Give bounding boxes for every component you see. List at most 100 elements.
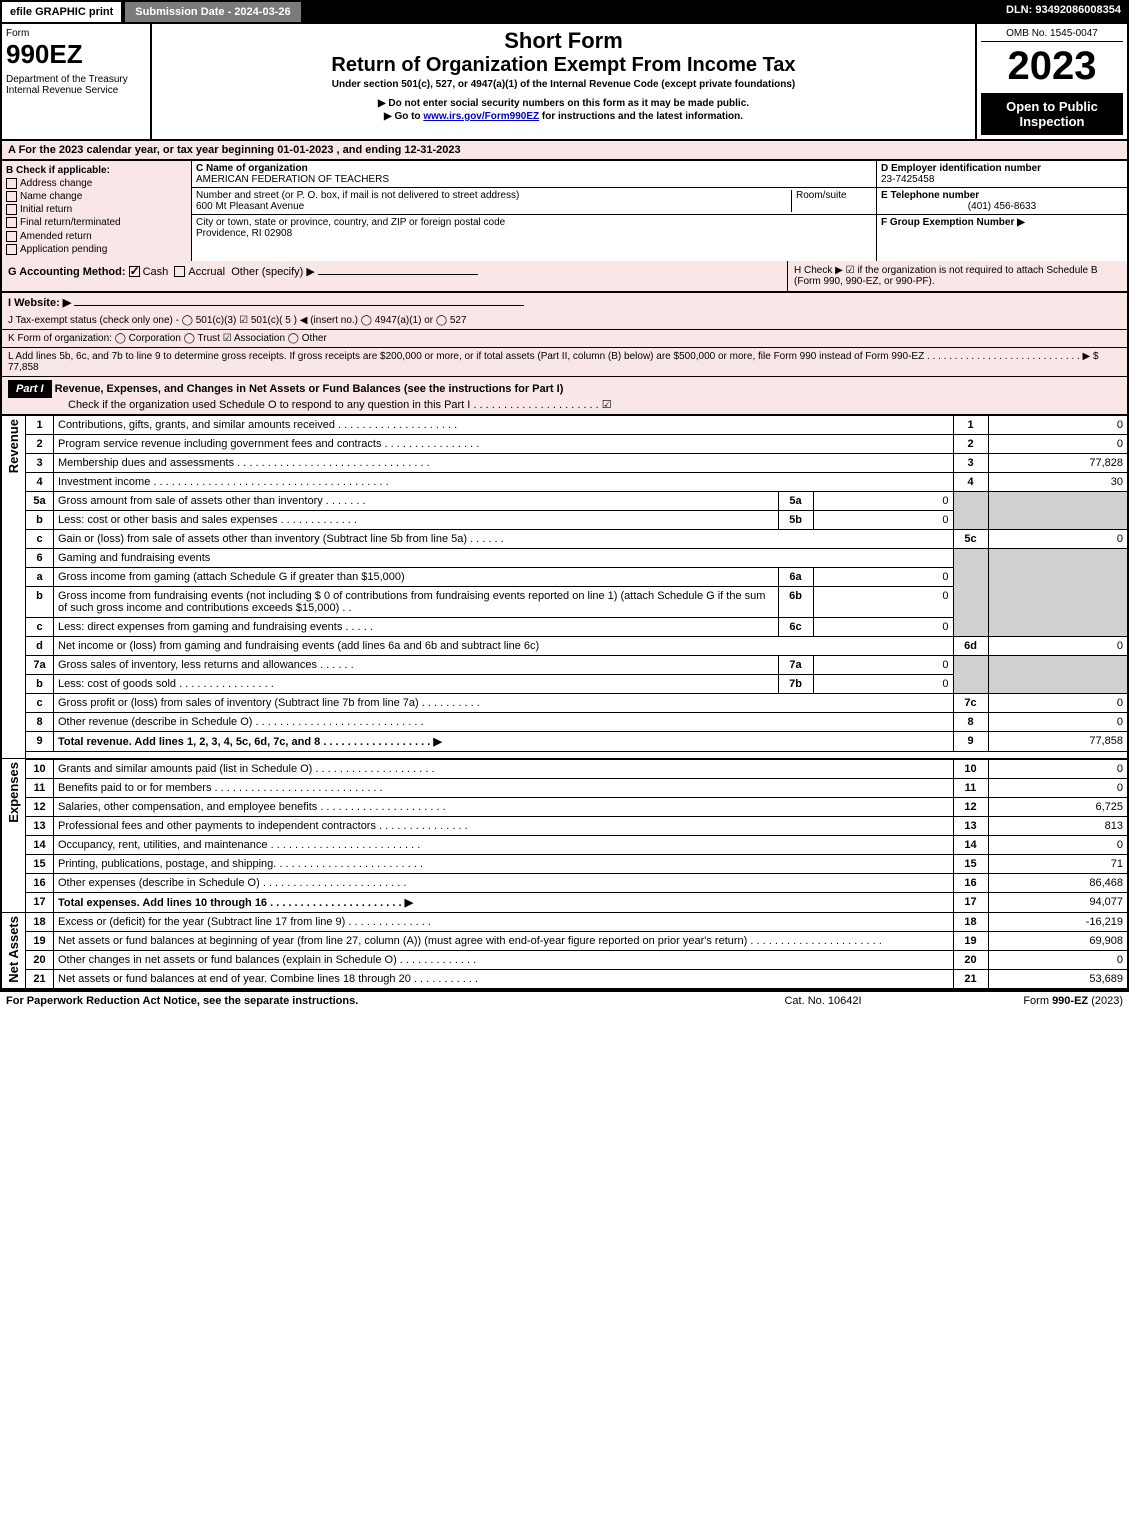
chk-initial-return[interactable] (6, 204, 17, 215)
lbl-cash: Cash (143, 266, 169, 278)
name-label: C Name of organization (196, 163, 872, 174)
chk-final-return[interactable] (6, 217, 17, 228)
chk-application-pending[interactable] (6, 244, 17, 255)
line-7a-sv: 0 (813, 655, 953, 674)
line-20-val: 0 (988, 950, 1128, 969)
chk-amended-return[interactable] (6, 231, 17, 242)
line-6a-sn: 6a (778, 567, 813, 586)
footer-form-ref: Form 990-EZ (2023) (923, 995, 1123, 1007)
lbl-accrual: Accrual (188, 266, 225, 278)
line-10-rnum: 10 (953, 759, 988, 779)
chk-address-change[interactable] (6, 178, 17, 189)
line-10-val: 0 (988, 759, 1128, 779)
revenue-label: Revenue (6, 419, 21, 473)
part-1-table: Revenue 1 Contributions, gifts, grants, … (0, 416, 1129, 990)
line-16-val: 86,468 (988, 873, 1128, 892)
warn2-post: for instructions and the latest informat… (539, 111, 743, 122)
irs-link[interactable]: www.irs.gov/Form990EZ (423, 111, 539, 122)
row-k-form-org: K Form of organization: ◯ Corporation ◯ … (0, 330, 1129, 348)
part-1-title: Revenue, Expenses, and Changes in Net As… (55, 383, 564, 395)
ein-value: 23-7425458 (881, 174, 1123, 185)
subtitle: Under section 501(c), 527, or 4947(a)(1)… (156, 79, 971, 90)
efile-print-button[interactable]: efile GRAPHIC print (0, 0, 123, 24)
line-8-rnum: 8 (953, 712, 988, 731)
line-18-rnum: 18 (953, 912, 988, 931)
warn2-pre: ▶ Go to (384, 111, 423, 122)
footer-left: For Paperwork Reduction Act Notice, see … (6, 995, 723, 1007)
line-6d-desc: Net income or (loss) from gaming and fun… (54, 636, 954, 655)
line-6a-num: a (26, 567, 54, 586)
warning-2: ▶ Go to www.irs.gov/Form990EZ for instru… (156, 111, 971, 122)
col-c-org-info: C Name of organization AMERICAN FEDERATI… (192, 161, 877, 261)
line-14-rnum: 14 (953, 835, 988, 854)
row-g-h: G Accounting Method: Cash Accrual Other … (0, 261, 1129, 293)
col-d-ids: D Employer identification number 23-7425… (877, 161, 1127, 261)
line-7b-num: b (26, 674, 54, 693)
line-5c-val: 0 (988, 529, 1128, 548)
line-12-rnum: 12 (953, 797, 988, 816)
line-4-val: 30 (988, 472, 1128, 491)
chk-cash[interactable] (129, 266, 140, 277)
line-20-num: 20 (26, 950, 54, 969)
form-label: Form (6, 28, 146, 39)
line-15-desc: Printing, publications, postage, and shi… (54, 854, 954, 873)
warning-1: ▶ Do not enter social security numbers o… (156, 98, 971, 109)
city-label: City or town, state or province, country… (196, 217, 872, 228)
tel-label: E Telephone number (881, 190, 1123, 201)
line-6b-sv: 0 (813, 586, 953, 617)
line-11-val: 0 (988, 778, 1128, 797)
line-5a-desc: Gross amount from sale of assets other t… (54, 491, 779, 510)
line-6d-rnum: 6d (953, 636, 988, 655)
line-7b-desc: Less: cost of goods sold . . . . . . . .… (54, 674, 779, 693)
street-value: 600 Mt Pleasant Avenue (196, 201, 787, 212)
line-12-val: 6,725 (988, 797, 1128, 816)
tax-year: 2023 (981, 44, 1123, 89)
line-11-num: 11 (26, 778, 54, 797)
dept-label: Department of the Treasury Internal Reve… (6, 74, 146, 96)
line-5c-desc: Gain or (loss) from sale of assets other… (54, 529, 954, 548)
line-20-rnum: 20 (953, 950, 988, 969)
line-6c-num: c (26, 617, 54, 636)
line-7a-sn: 7a (778, 655, 813, 674)
line-16-num: 16 (26, 873, 54, 892)
footer-cat-no: Cat. No. 10642I (723, 995, 923, 1007)
line-19-rnum: 19 (953, 931, 988, 950)
line-6a-desc: Gross income from gaming (attach Schedul… (54, 567, 779, 586)
line-5b-num: b (26, 510, 54, 529)
row-a-tax-year: A For the 2023 calendar year, or tax yea… (0, 141, 1129, 161)
line-5c-rnum: 5c (953, 529, 988, 548)
line-6b-sn: 6b (778, 586, 813, 617)
line-12-desc: Salaries, other compensation, and employ… (54, 797, 954, 816)
line-9-rnum: 9 (953, 731, 988, 751)
line-13-rnum: 13 (953, 816, 988, 835)
chk-name-change[interactable] (6, 191, 17, 202)
line-21-desc: Net assets or fund balances at end of ye… (54, 969, 954, 989)
row-j-tax-status: J Tax-exempt status (check only one) - ◯… (0, 312, 1129, 330)
return-title: Return of Organization Exempt From Incom… (156, 54, 971, 77)
line-15-val: 71 (988, 854, 1128, 873)
row-l-gross-receipts: L Add lines 5b, 6c, and 7b to line 9 to … (0, 348, 1129, 376)
line-16-desc: Other expenses (describe in Schedule O) … (54, 873, 954, 892)
line-6c-sn: 6c (778, 617, 813, 636)
line-8-val: 0 (988, 712, 1128, 731)
footer: For Paperwork Reduction Act Notice, see … (0, 990, 1129, 1010)
line-1-desc: Contributions, gifts, grants, and simila… (54, 416, 954, 435)
chk-accrual[interactable] (174, 266, 185, 277)
line-2-rnum: 2 (953, 434, 988, 453)
top-bar: efile GRAPHIC print Submission Date - 20… (0, 0, 1129, 24)
line-7ab-shade-val (988, 655, 1128, 693)
part-1-label: Part I (8, 380, 52, 398)
tel-value: (401) 456-8633 (881, 201, 1123, 212)
city-value: Providence, RI 02908 (196, 228, 872, 239)
line-5a-sv: 0 (813, 491, 953, 510)
line-6c-desc: Less: direct expenses from gaming and fu… (54, 617, 779, 636)
revenue-divider (26, 751, 1129, 759)
line-19-desc: Net assets or fund balances at beginning… (54, 931, 954, 950)
open-inspection: Open to Public Inspection (981, 93, 1123, 135)
line-17-rnum: 17 (953, 892, 988, 912)
line-3-num: 3 (26, 453, 54, 472)
lbl-amended-return: Amended return (20, 231, 92, 242)
line-6b-num: b (26, 586, 54, 617)
line-10-desc: Grants and similar amounts paid (list in… (54, 759, 954, 779)
line-18-num: 18 (26, 912, 54, 931)
